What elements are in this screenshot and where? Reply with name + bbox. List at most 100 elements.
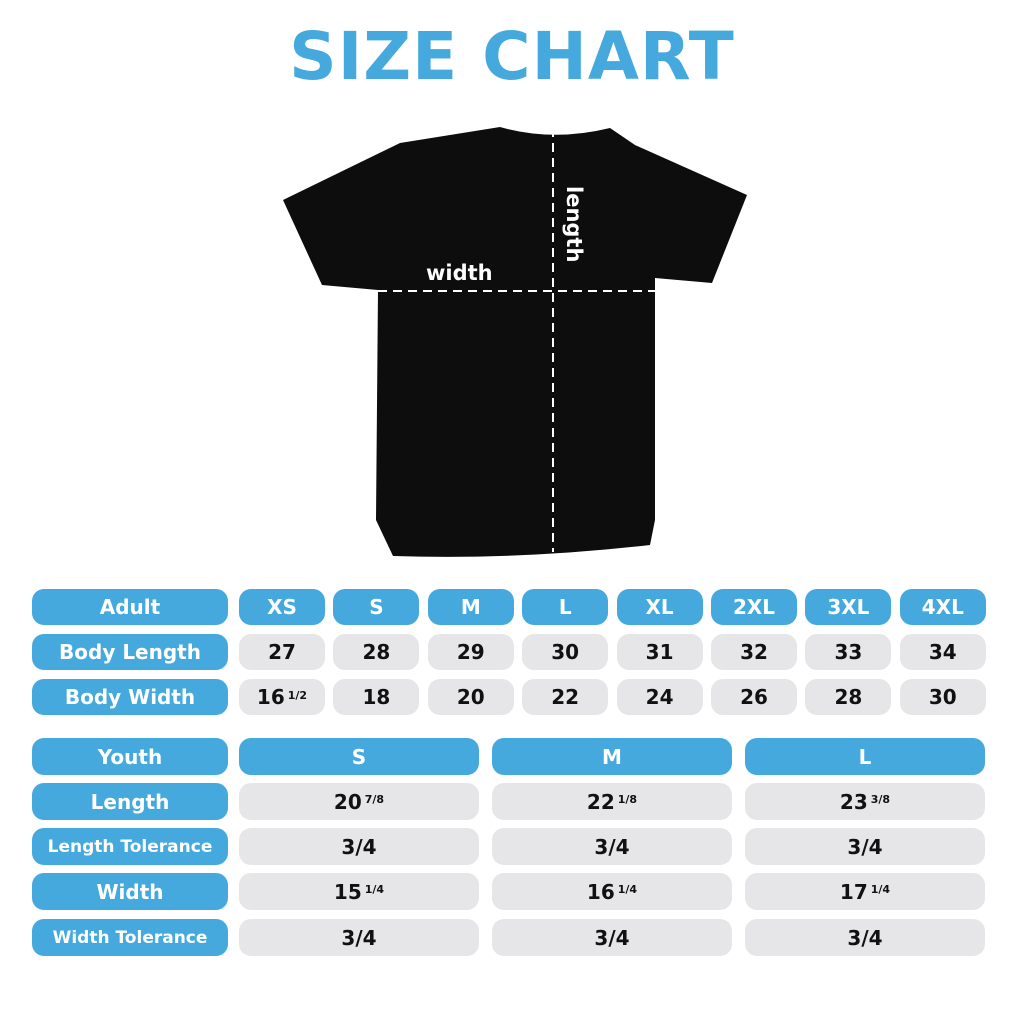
cell-value: Width Tolerance (52, 927, 208, 948)
adult-size-header: M (427, 589, 514, 625)
youth-cell: 15 1/4 (239, 873, 479, 910)
cell-value: 26 (740, 685, 768, 709)
cell-value: 27 (268, 640, 296, 664)
tshirt-icon (283, 127, 747, 557)
width-label: width (426, 261, 493, 285)
cell-value: 4XL (921, 595, 964, 619)
cell-value: S (351, 744, 367, 769)
cell-value: L (858, 744, 872, 769)
cell-value: 3/4 (594, 834, 630, 859)
cell-value: 3/4 (594, 925, 630, 950)
cell-value: M (460, 595, 481, 619)
cell-value: 30 (551, 640, 580, 664)
cell-value: Length Tolerance (47, 836, 213, 857)
youth-cell: 17 1/4 (745, 873, 985, 910)
adult-size-header: L (522, 589, 609, 625)
youth-cell: 22 1/8 (492, 783, 732, 820)
adult-cell: 30 (522, 634, 609, 670)
cell-fraction: 1/8 (617, 793, 638, 806)
youth-row-label: Length Tolerance (32, 828, 228, 865)
adult-cell: 26 (711, 679, 797, 715)
cell-value: 33 (834, 640, 863, 664)
cell-fraction: 1/4 (364, 883, 385, 896)
cell-value: 3/4 (341, 834, 377, 859)
youth-row-label: Width Tolerance (32, 919, 228, 956)
cell-value: Youth (97, 744, 163, 769)
cell-value: 15 (333, 879, 362, 904)
adult-cell: 18 (333, 679, 420, 715)
cell-value: 22 (586, 789, 615, 814)
youth-size-header: S (239, 738, 479, 775)
adult-cell: 16 1/2 (239, 679, 325, 715)
youth-size-header: M (492, 738, 732, 775)
cell-value: Adult (99, 595, 161, 619)
youth-cell: 3/4 (745, 828, 985, 865)
length-label: length (562, 186, 586, 262)
adult-size-header: XS (239, 589, 325, 625)
adult-row-label: Body Length (32, 634, 228, 670)
cell-value: 34 (928, 640, 957, 664)
cell-value: 3/4 (341, 925, 377, 950)
cell-value: 20 (456, 685, 485, 709)
adult-size-header: 4XL (899, 589, 986, 625)
cell-value: 28 (362, 640, 391, 664)
adult-row-label: Body Width (32, 679, 228, 715)
cell-value: S (369, 595, 384, 619)
adult-cell: 20 (427, 679, 514, 715)
youth-size-header: L (745, 738, 985, 775)
youth-row-label: Width (32, 873, 228, 910)
cell-fraction: 1/2 (287, 688, 308, 702)
cell-value: 3/4 (847, 925, 883, 950)
cell-value: XL (645, 595, 674, 619)
adult-size-header: 2XL (711, 589, 797, 625)
cell-value: 20 (333, 789, 362, 814)
youth-cell: 3/4 (239, 919, 479, 956)
youth-cell: 3/4 (492, 919, 732, 956)
cell-fraction: 1/4 (870, 883, 891, 896)
cell-value: 24 (645, 685, 674, 709)
cell-fraction: 7/8 (364, 793, 385, 806)
page-title: SIZE CHART (289, 18, 735, 95)
cell-value: L (558, 595, 572, 619)
adult-cell: 31 (616, 634, 703, 670)
adult-cell: 33 (805, 634, 892, 670)
cell-value: 16 (586, 879, 615, 904)
cell-value: XS (267, 595, 297, 619)
cell-value: 23 (839, 789, 868, 814)
cell-value: 28 (834, 685, 863, 709)
cell-value: 18 (362, 685, 391, 709)
adult-cell: 22 (522, 679, 609, 715)
adult-cell: 32 (711, 634, 797, 670)
youth-cell: 3/4 (745, 919, 985, 956)
cell-value: 31 (645, 640, 674, 664)
cell-fraction: 1/4 (617, 883, 638, 896)
adult-size-header: S (333, 589, 420, 625)
cell-value: 29 (456, 640, 485, 664)
cell-value: Width (96, 879, 164, 904)
cell-value: 30 (928, 685, 957, 709)
cell-value: 17 (839, 879, 868, 904)
adult-cell: 28 (333, 634, 420, 670)
cell-value: 22 (551, 685, 580, 709)
youth-row-label: Length (32, 783, 228, 820)
youth-cell: 3/4 (239, 828, 479, 865)
cell-value: 32 (740, 640, 768, 664)
youth-cell: 3/4 (492, 828, 732, 865)
adult-size-header: 3XL (805, 589, 892, 625)
youth-cell: 23 3/8 (745, 783, 985, 820)
cell-value: Length (90, 789, 170, 814)
cell-value: 3/4 (847, 834, 883, 859)
adult-header: Adult (32, 589, 228, 625)
cell-value: 2XL (732, 595, 776, 619)
adult-cell: 30 (899, 679, 986, 715)
cell-value: Body Width (64, 685, 196, 709)
adult-cell: 24 (616, 679, 703, 715)
cell-value: Body Length (59, 640, 201, 664)
cell-value: M (602, 744, 622, 769)
cell-fraction: 3/8 (870, 793, 891, 806)
adult-size-header: XL (616, 589, 703, 625)
cell-value: 3XL (827, 595, 870, 619)
adult-cell: 29 (427, 634, 514, 670)
youth-cell: 16 1/4 (492, 873, 732, 910)
